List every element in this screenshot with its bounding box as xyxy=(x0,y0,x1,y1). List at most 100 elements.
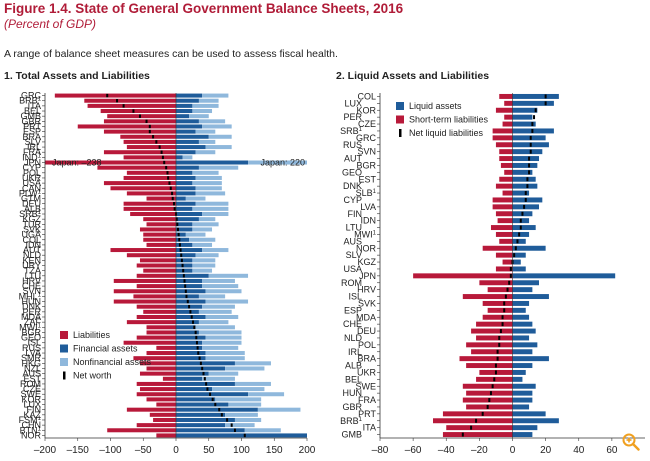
liquid-assets-bar xyxy=(512,328,536,334)
liabilities-bar xyxy=(100,109,176,114)
nonfinancial-assets-bar xyxy=(202,248,229,253)
country-label: GMB xyxy=(341,430,362,440)
nonfinancial-assets-bar xyxy=(208,273,249,278)
x-tick-label: –40 xyxy=(438,445,455,456)
financial-assets-bar xyxy=(176,402,229,407)
net-worth-marker xyxy=(226,418,229,422)
net-liquid-liabilities-marker xyxy=(488,398,491,403)
nonfinancial-assets-bar xyxy=(234,361,271,366)
liquid-assets-bar xyxy=(512,204,539,210)
liabilities-bar xyxy=(146,366,176,371)
legend-swatch xyxy=(60,358,68,366)
legend-swatch xyxy=(60,344,68,353)
country-label: SLV xyxy=(25,137,41,147)
liquid-assets-bar xyxy=(512,335,530,341)
country-label: BRA xyxy=(22,132,41,142)
liabilities-bar xyxy=(139,361,176,366)
financial-assets-bar xyxy=(176,150,196,155)
country-label: KGZ xyxy=(22,214,41,224)
country-label: SWE xyxy=(20,389,41,399)
country-label: NOR xyxy=(21,430,42,440)
country-label: USA xyxy=(22,178,41,188)
short-term-liabilities-bar xyxy=(495,231,513,237)
panel-2-title: 2. Liquid Assets and Liabilities xyxy=(336,70,490,82)
zoom-in-icon[interactable] xyxy=(621,432,641,452)
country-label: LUX xyxy=(344,98,362,108)
short-term-liabilities-bar xyxy=(490,225,513,231)
nonfinancial-assets-bar xyxy=(202,211,229,217)
figure-subtitle: (Percent of GDP) xyxy=(4,17,97,31)
country-label: POL xyxy=(23,168,41,178)
country-label: NLD xyxy=(23,250,42,260)
nonfinancial-assets-bar xyxy=(225,412,258,417)
liquid-assets-bar xyxy=(512,156,539,162)
liabilities-bar xyxy=(110,248,176,253)
country-label: MWI1 xyxy=(354,229,377,239)
nonfinancial-assets-bar xyxy=(205,289,242,294)
short-term-liabilities-bar xyxy=(499,156,513,162)
financial-assets-bar xyxy=(176,423,226,428)
liabilities-bar xyxy=(113,278,176,283)
x-tick-label: –100 xyxy=(99,445,122,456)
short-term-liabilities-bar xyxy=(479,280,513,286)
liabilities-bar xyxy=(136,273,176,278)
nonfinancial-assets-bar xyxy=(192,222,219,227)
nonfinancial-assets-bar xyxy=(195,253,219,258)
short-term-liabilities-bar xyxy=(482,314,513,320)
net-worth-marker xyxy=(158,145,161,149)
net-worth-marker xyxy=(184,284,187,288)
liquid-assets-bar xyxy=(512,432,533,438)
net-worth-marker xyxy=(243,433,246,438)
net-worth-marker xyxy=(209,392,212,396)
nonfinancial-assets-bar xyxy=(234,381,271,386)
financial-assets-bar xyxy=(176,206,193,211)
financial-assets-bar xyxy=(176,253,196,258)
net-worth-marker xyxy=(206,387,209,391)
liquid-assets-bar xyxy=(512,314,530,320)
short-term-liabilities-bar xyxy=(495,142,513,148)
legend-label: Nonfinancial assets xyxy=(73,357,152,367)
country-label: KOR xyxy=(356,105,376,115)
country-label: LUX xyxy=(23,400,41,410)
liquid-assets-bar xyxy=(512,425,538,431)
financial-assets-bar xyxy=(176,433,307,438)
liquid-assets-bar xyxy=(512,252,526,258)
liabilities-bar xyxy=(146,330,176,335)
net-worth-marker xyxy=(168,181,171,185)
liabilities-bar xyxy=(107,114,176,119)
financial-assets-bar xyxy=(176,320,199,325)
liquid-assets-bar xyxy=(512,363,533,369)
short-term-liabilities-bar xyxy=(492,204,513,210)
nonfinancial-assets-bar xyxy=(198,330,242,335)
country-label: JPN xyxy=(24,158,41,168)
country-label: UKR xyxy=(22,173,42,183)
financial-assets-bar xyxy=(176,181,193,186)
x-tick-label: 50 xyxy=(203,445,215,456)
country-label: ISL xyxy=(348,292,362,302)
net-liquid-liabilities-marker xyxy=(504,294,507,299)
financial-assets-bar xyxy=(176,175,196,180)
country-label: NLD xyxy=(344,333,363,343)
financial-assets-bar xyxy=(176,325,196,330)
liabilities-bar xyxy=(103,129,176,134)
country-label: MDA xyxy=(21,312,41,322)
financial-assets-bar xyxy=(176,170,193,175)
net-liquid-liabilities-marker xyxy=(529,135,532,140)
nonfinancial-assets-bar xyxy=(195,186,222,191)
nonfinancial-assets-bar xyxy=(202,93,229,98)
liabilities-bar xyxy=(110,186,176,191)
short-term-liabilities-bar xyxy=(446,425,513,431)
country-label: HUN xyxy=(343,388,363,398)
net-liquid-liabilities-marker xyxy=(534,108,537,113)
country-label: FRA xyxy=(358,395,376,405)
country-label: EST xyxy=(23,374,41,384)
nonfinancial-assets-bar xyxy=(202,345,239,350)
liquid-assets-bar xyxy=(512,376,523,382)
nonfinancial-assets-bar xyxy=(192,181,222,186)
financial-assets-bar xyxy=(176,340,203,345)
net-liquid-liabilities-marker xyxy=(531,122,534,127)
liabilities-bar xyxy=(139,258,176,263)
liabilities-bar xyxy=(136,284,176,289)
liabilities-bar xyxy=(45,160,176,165)
nonfinancial-assets-bar xyxy=(202,124,232,129)
